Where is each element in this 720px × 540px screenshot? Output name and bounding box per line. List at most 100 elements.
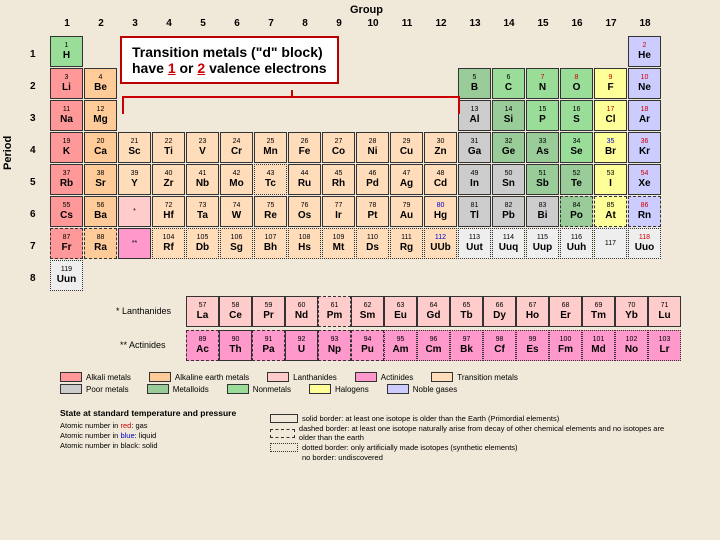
element-cell: 71Lu <box>648 296 681 327</box>
element-cell: 36Kr <box>628 132 661 163</box>
element-cell: 67Ho <box>516 296 549 327</box>
lanthanide-label: * Lanthanides <box>116 306 171 316</box>
element-cell: 54Xe <box>628 164 661 195</box>
legend-item: Halogens <box>309 384 369 394</box>
annotation-line2: have 1 or 2 valence electrons <box>132 60 327 76</box>
element-cell: 76Os <box>288 196 321 227</box>
element-cell: 57La <box>186 296 219 327</box>
element-cell: 115Uup <box>526 228 559 259</box>
element-cell: 31Ga <box>458 132 491 163</box>
legend-item: Noble gases <box>387 384 457 394</box>
element-cell: 43Tc <box>254 164 287 195</box>
element-cell: 5B <box>458 68 491 99</box>
annotation-bracket <box>122 96 460 114</box>
element-cell: 83Bi <box>526 196 559 227</box>
border-row: solid border: at least one isotope is ol… <box>270 414 680 423</box>
element-cell: 68Er <box>549 296 582 327</box>
element-cell: 77Ir <box>322 196 355 227</box>
element-cell: 58Ce <box>219 296 252 327</box>
legend-item: Metalloids <box>147 384 209 394</box>
element-cell: 34Se <box>560 132 593 163</box>
element-cell: 41Nb <box>186 164 219 195</box>
lanthanide-row: 57La58Ce59Pr60Nd61Pm62Sm63Eu64Gd65Tb66Dy… <box>186 296 681 327</box>
element-cell: 22Ti <box>152 132 185 163</box>
element-cell: 16S <box>560 100 593 131</box>
element-cell: 113Uut <box>458 228 491 259</box>
element-cell: 7N <box>526 68 559 99</box>
element-cell: 1H <box>50 36 83 67</box>
element-cell: 32Ge <box>492 132 525 163</box>
element-cell: 49In <box>458 164 491 195</box>
element-cell: 87Fr <box>50 228 83 259</box>
element-cell: 55Cs <box>50 196 83 227</box>
element-cell: 99Es <box>516 330 549 361</box>
element-cell: 91Pa <box>252 330 285 361</box>
element-cell: 40Zr <box>152 164 185 195</box>
element-cell: 11Na <box>50 100 83 131</box>
element-cell: 84Po <box>560 196 593 227</box>
element-cell: 12Mg <box>84 100 117 131</box>
element-cell: 18Ar <box>628 100 661 131</box>
element-cell: 59Pr <box>252 296 285 327</box>
element-cell: 15P <box>526 100 559 131</box>
period-axis-label: Period <box>2 136 14 170</box>
element-cell: 46Pd <box>356 164 389 195</box>
element-cell: 33As <box>526 132 559 163</box>
element-cell: 4Be <box>84 68 117 99</box>
element-cell: 13Al <box>458 100 491 131</box>
element-cell: 28Ni <box>356 132 389 163</box>
element-cell: 10Ne <box>628 68 661 99</box>
annotation-line1: Transition metals ("d" block) <box>132 44 327 60</box>
element-cell: 114Uuq <box>492 228 525 259</box>
group-axis-label: Group <box>350 4 383 16</box>
element-cell: 66Dy <box>483 296 516 327</box>
element-cell: 30Zn <box>424 132 457 163</box>
border-row: no border: undiscovered <box>270 453 680 462</box>
state-legend: State at standard temperature and pressu… <box>60 408 236 451</box>
period-numbers: 12345678 <box>30 38 36 294</box>
element-cell: ** <box>118 228 151 259</box>
element-cell: 117 <box>594 228 627 259</box>
element-cell: 44Ru <box>288 164 321 195</box>
element-cell: * <box>118 196 151 227</box>
element-cell: 106Sg <box>220 228 253 259</box>
element-cell: 109Mt <box>322 228 355 259</box>
element-cell: 38Sr <box>84 164 117 195</box>
legend-item: Alkaline earth metals <box>149 372 249 382</box>
element-cell: 108Hs <box>288 228 321 259</box>
legend-item: Poor metals <box>60 384 129 394</box>
state-title: State at standard temperature and pressu… <box>60 408 236 418</box>
element-cell: 23V <box>186 132 219 163</box>
element-cell: 107Bh <box>254 228 287 259</box>
element-cell: 50Sn <box>492 164 525 195</box>
element-cell: 17Cl <box>594 100 627 131</box>
element-cell: 39Y <box>118 164 151 195</box>
element-cell: 3Li <box>50 68 83 99</box>
element-cell: 119Uun <box>50 260 83 291</box>
legend-item: Alkali metals <box>60 372 131 382</box>
element-cell: 93Np <box>318 330 351 361</box>
element-cell: 35Br <box>594 132 627 163</box>
element-cell: 73Ta <box>186 196 219 227</box>
element-cell: 69Tm <box>582 296 615 327</box>
element-cell: 65Tb <box>450 296 483 327</box>
element-cell: 75Re <box>254 196 287 227</box>
element-cell: 26Fe <box>288 132 321 163</box>
element-cell: 79Au <box>390 196 423 227</box>
element-cell: 116Uuh <box>560 228 593 259</box>
category-legend: Alkali metalsAlkaline earth metalsLantha… <box>60 372 536 396</box>
element-cell: 81Tl <box>458 196 491 227</box>
legend-item: Actinides <box>355 372 413 382</box>
element-cell: 24Cr <box>220 132 253 163</box>
actinide-row: 89Ac90Th91Pa92U93Np94Pu95Am96Cm97Bk98Cf9… <box>186 330 681 361</box>
element-cell: 100Fm <box>549 330 582 361</box>
element-cell: 51Sb <box>526 164 559 195</box>
element-cell: 112UUb <box>424 228 457 259</box>
element-cell: 82Pb <box>492 196 525 227</box>
element-cell: 19K <box>50 132 83 163</box>
element-cell: 9F <box>594 68 627 99</box>
element-cell: 78Pt <box>356 196 389 227</box>
legend-item: Nonmetals <box>227 384 291 394</box>
element-cell: 52Te <box>560 164 593 195</box>
element-cell: 104Rf <box>152 228 185 259</box>
